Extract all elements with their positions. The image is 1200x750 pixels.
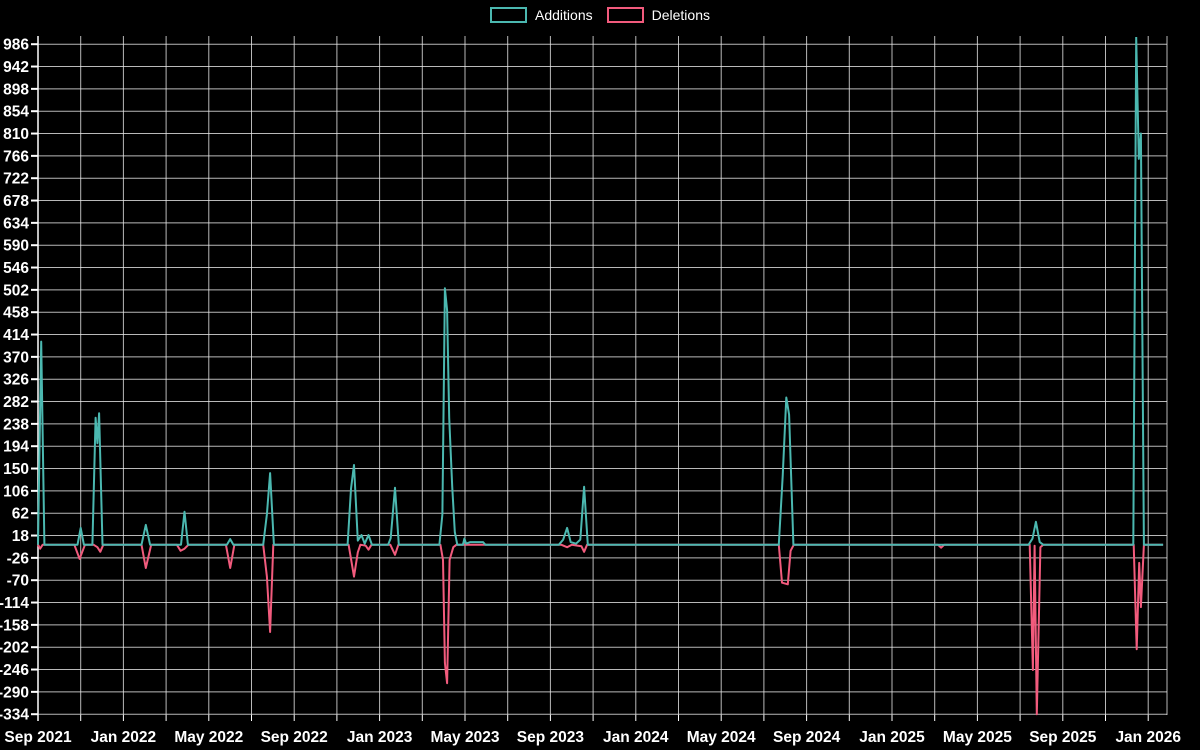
y-tick-label: 986: [3, 37, 29, 54]
x-tick-label: Jan 2025: [859, 729, 925, 746]
y-tick-label: 370: [3, 349, 29, 366]
x-tick-label: May 2024: [687, 729, 756, 746]
y-tick-label: 282: [3, 394, 29, 411]
y-tick-label: 194: [3, 439, 29, 456]
y-tick-label: 150: [3, 461, 29, 478]
y-tick-label: 766: [3, 148, 29, 165]
legend-item-deletions[interactable]: Deletions: [606, 7, 710, 23]
x-tick-label: Jan 2022: [91, 729, 157, 746]
y-tick-label: 898: [3, 81, 29, 98]
deletions-swatch-icon: [606, 7, 644, 23]
y-tick-label: -114: [0, 595, 29, 612]
y-tick-label: -334: [0, 707, 29, 724]
y-tick-label: 678: [3, 193, 29, 210]
x-tick-label: Sep 2024: [773, 729, 841, 746]
y-tick-label: -246: [0, 662, 29, 679]
x-tick-label: Jan 2024: [603, 729, 669, 746]
y-tick-label: 854: [3, 104, 29, 121]
x-tick-label: Jan 2026: [1115, 729, 1181, 746]
y-tick-label: -290: [0, 684, 29, 701]
y-tick-label: 722: [3, 171, 29, 188]
y-tick-label: -26: [7, 550, 30, 567]
x-tick-label: May 2022: [174, 729, 243, 746]
y-tick-label: 62: [12, 506, 29, 523]
y-tick-label: 810: [3, 126, 29, 143]
y-tick-label: 18: [12, 528, 30, 545]
series-line-additions: [37, 37, 1164, 546]
x-tick-label: May 2025: [943, 729, 1012, 746]
y-tick-label: -70: [7, 573, 29, 590]
x-tick-label: Sep 2025: [1029, 729, 1097, 746]
legend-item-additions[interactable]: Additions: [490, 7, 593, 23]
x-tick-label: Sep 2021: [4, 729, 72, 746]
x-tick-label: May 2023: [431, 729, 500, 746]
legend-label-deletions: Deletions: [651, 7, 710, 23]
y-tick-label: 414: [3, 327, 29, 344]
y-tick-label: 634: [3, 215, 29, 232]
y-tick-label: 106: [3, 483, 29, 500]
legend-label-additions: Additions: [535, 7, 593, 23]
y-tick-label: 590: [3, 238, 29, 255]
y-tick-label: -158: [0, 617, 29, 634]
y-tick-label: 326: [3, 372, 29, 389]
y-tick-label: -202: [0, 640, 29, 657]
y-tick-label: 942: [3, 59, 29, 76]
y-tick-label: 502: [3, 282, 29, 299]
y-tick-label: 238: [3, 416, 29, 433]
x-tick-label: Sep 2023: [517, 729, 585, 746]
series-line-deletions: [37, 543, 1164, 716]
chart-legend: Additions Deletions: [0, 7, 1200, 23]
y-tick-label: 458: [3, 305, 29, 322]
x-tick-label: Sep 2022: [261, 729, 328, 746]
y-tick-label: 546: [3, 260, 29, 277]
x-tick-label: Jan 2023: [347, 729, 413, 746]
additions-swatch-icon: [490, 7, 528, 23]
